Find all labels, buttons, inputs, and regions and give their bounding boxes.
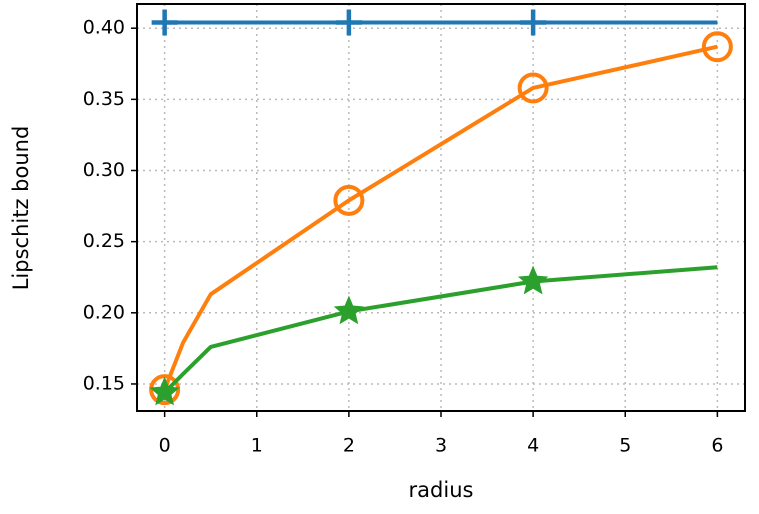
x-tick-label: 1 — [251, 435, 263, 457]
x-tick-label: 0 — [159, 435, 171, 457]
y-tick-label: 0.20 — [83, 301, 125, 323]
marker — [333, 295, 365, 325]
x-tick-label: 6 — [711, 435, 723, 457]
marker — [151, 9, 178, 36]
y-tick-label: 0.25 — [83, 230, 125, 252]
marker — [149, 376, 180, 406]
marker — [517, 72, 549, 104]
y-tick-label: 0.40 — [83, 17, 125, 39]
marker — [333, 184, 365, 216]
x-tick-label: 5 — [619, 435, 631, 457]
y-tick-label: 0.30 — [83, 159, 125, 181]
x-tick-label: 3 — [435, 435, 447, 457]
x-axis-label: radius — [409, 478, 474, 502]
line — [162, 44, 718, 391]
x-tick-label: 4 — [527, 435, 539, 457]
plot-frame — [136, 3, 746, 412]
x-tick-label: 2 — [343, 435, 355, 457]
y-tick-label: 0.15 — [83, 372, 125, 394]
marker — [520, 9, 547, 36]
marker — [335, 9, 362, 36]
marker — [149, 374, 181, 406]
y-tick-label: 0.35 — [83, 88, 125, 110]
y-axis-label: Lipschitz bound — [9, 126, 33, 291]
marker — [517, 265, 549, 295]
line — [163, 265, 718, 394]
marker — [701, 31, 733, 63]
